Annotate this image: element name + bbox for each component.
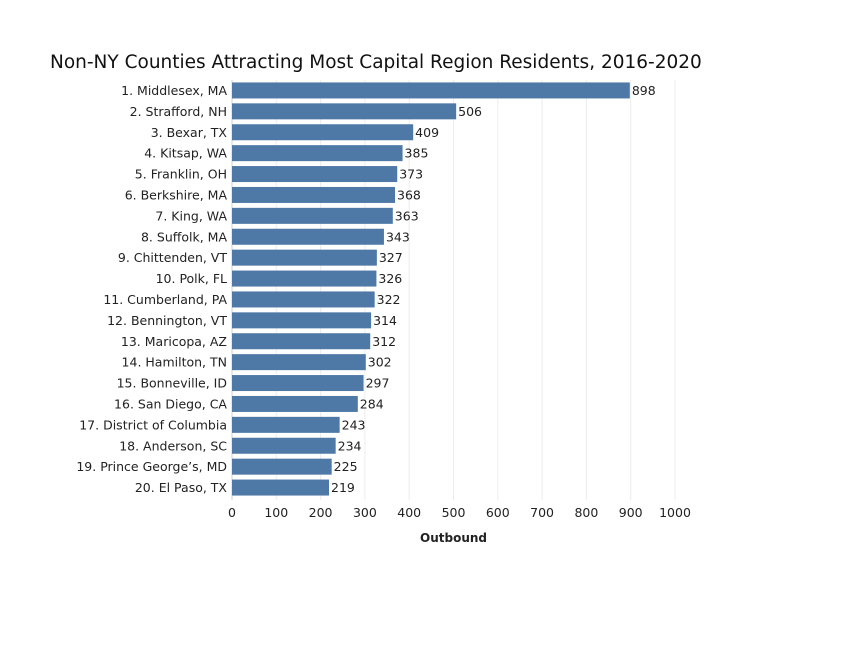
category-label: 4. Kitsap, WA [144, 146, 227, 161]
bar [232, 124, 414, 141]
bar [232, 375, 364, 392]
value-label: 243 [342, 417, 366, 432]
value-label: 368 [397, 187, 421, 202]
category-label: 5. Franklin, OH [135, 167, 227, 182]
bar [232, 103, 457, 120]
x-tick-label: 300 [353, 505, 377, 520]
gridlines [231, 80, 676, 500]
value-labels: 898 506 409 385 373 368 363 343 327 326 322 314 312 3… [331, 83, 656, 495]
value-label: 284 [360, 396, 384, 411]
bars [232, 82, 630, 496]
category-label: 3. Bexar, TX [151, 125, 228, 140]
category-label: 10. Polk, FL [156, 271, 227, 286]
bar [232, 291, 375, 308]
bar [232, 228, 384, 245]
x-tick-label: 200 [309, 505, 333, 520]
bar [232, 416, 340, 433]
value-label: 343 [386, 229, 410, 244]
x-tick-label: 500 [442, 505, 466, 520]
value-label: 219 [331, 480, 355, 495]
x-tick-label: 700 [530, 505, 554, 520]
bar [232, 145, 403, 162]
category-label: 13. Maricopa, AZ [121, 334, 227, 349]
category-label: 15. Bonneville, ID [117, 376, 227, 391]
value-label: 297 [366, 376, 390, 391]
value-label: 409 [415, 125, 439, 140]
x-tick-label: 100 [264, 505, 288, 520]
category-label: 7. King, WA [155, 208, 227, 223]
category-label: 2. Strafford, NH [130, 104, 227, 119]
x-tick-label: 400 [397, 505, 421, 520]
category-label: 12. Bennington, VT [107, 313, 227, 328]
value-label: 898 [632, 83, 656, 98]
x-tick-label: 1000 [659, 505, 691, 520]
category-label: 6. Berkshire, MA [125, 187, 228, 202]
category-label: 17. District of Columbia [79, 417, 227, 432]
category-label: 16. San Diego, CA [114, 396, 227, 411]
bar [232, 166, 398, 183]
x-tick-label: 600 [486, 505, 510, 520]
value-label: 373 [399, 167, 423, 182]
bar [232, 249, 377, 266]
category-labels: 1. Middlesex, MA 2. Strafford, NH 3. Bexar… [76, 83, 227, 495]
category-label: 9. Chittenden, VT [118, 250, 227, 265]
category-label: 14. Hamilton, TN [122, 355, 227, 370]
value-label: 327 [379, 250, 403, 265]
value-label: 234 [338, 438, 362, 453]
value-label: 314 [373, 313, 397, 328]
bar [232, 270, 377, 287]
value-label: 506 [458, 104, 482, 119]
bar [232, 395, 358, 412]
bar [232, 437, 336, 454]
bar [232, 186, 396, 203]
x-axis-label: Outbound [420, 531, 487, 545]
bar [232, 458, 332, 475]
bar [232, 354, 366, 371]
category-label: 1. Middlesex, MA [121, 83, 227, 98]
x-tick-label: 800 [574, 505, 598, 520]
value-label: 326 [378, 271, 402, 286]
bar [232, 312, 372, 329]
category-label: 11. Cumberland, PA [103, 292, 227, 307]
value-label: 385 [405, 146, 429, 161]
x-axis-ticks: 0 100 200 300 400 500 600 700 800 900 1000 [228, 505, 691, 520]
category-label: 20. El Paso, TX [135, 480, 228, 495]
x-tick-label: 900 [619, 505, 643, 520]
x-tick-label: 0 [228, 505, 236, 520]
value-label: 302 [368, 355, 392, 370]
bar [232, 333, 371, 350]
category-label: 18. Anderson, SC [119, 438, 227, 453]
value-label: 225 [334, 459, 358, 474]
value-label: 322 [377, 292, 401, 307]
bar [232, 207, 393, 224]
value-label: 312 [372, 334, 396, 349]
value-label: 363 [395, 208, 419, 223]
chart-title: Non-NY Counties Attracting Most Capital … [50, 52, 702, 73]
category-label: 19. Prince George’s, MD [76, 459, 227, 474]
category-label: 8. Suffolk, MA [141, 229, 227, 244]
bar [232, 82, 630, 99]
bar [232, 479, 330, 496]
